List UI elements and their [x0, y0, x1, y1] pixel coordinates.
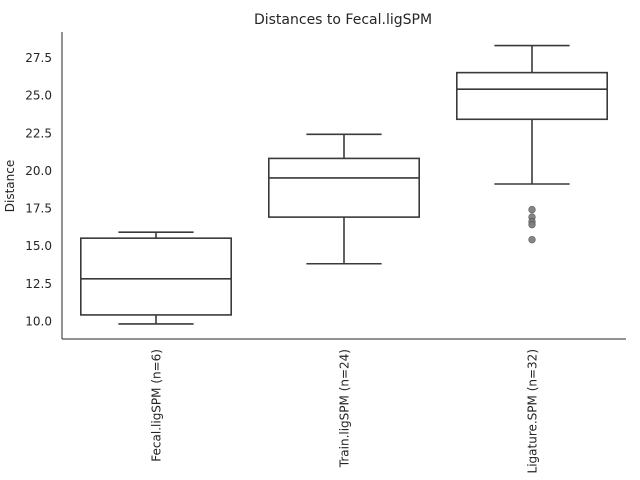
box-iqr	[267, 157, 420, 218]
y-tick-label: 17.5	[25, 202, 52, 216]
plot-area: 10.0 12.5 15.0 17.5 20.0 22.5 25.0 27.5 Fecal.li…	[25, 32, 626, 473]
outlier-point	[528, 220, 536, 229]
y-tick-label: 15.0	[25, 239, 52, 253]
x-tick-label: Fecal.ligSPM (n=6)	[150, 349, 164, 462]
y-tick-label: 20.0	[25, 164, 52, 178]
y-axis-label: Distance	[3, 160, 17, 212]
box-iqr	[80, 237, 232, 316]
x-tick-label: Train.ligSPM (n=24)	[338, 349, 352, 468]
chart-title: Distances to Fecal.ligSPM	[254, 12, 432, 28]
y-tick-label: 22.5	[25, 126, 52, 140]
y-tick-label: 25.0	[25, 89, 52, 103]
outlier-point	[528, 235, 536, 244]
box-iqr	[455, 71, 608, 121]
y-tick-label: 10.0	[25, 314, 52, 328]
y-tick-label: 12.5	[25, 277, 52, 291]
outlier-point	[528, 205, 536, 214]
y-tick-label: 27.5	[25, 51, 52, 65]
x-tick-label: Ligature.SPM (n=32)	[526, 349, 540, 473]
